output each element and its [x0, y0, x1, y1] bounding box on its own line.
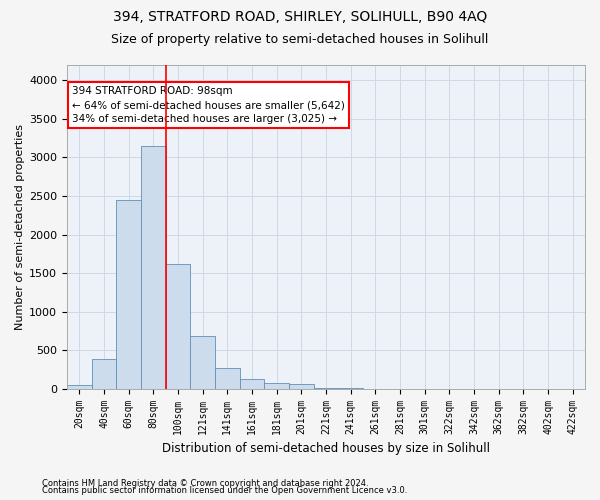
Bar — [141, 146, 166, 388]
Bar — [289, 384, 314, 388]
Bar — [190, 336, 215, 388]
Text: 394, STRATFORD ROAD, SHIRLEY, SOLIHULL, B90 4AQ: 394, STRATFORD ROAD, SHIRLEY, SOLIHULL, … — [113, 10, 487, 24]
Bar — [166, 264, 190, 388]
X-axis label: Distribution of semi-detached houses by size in Solihull: Distribution of semi-detached houses by … — [162, 442, 490, 455]
Y-axis label: Number of semi-detached properties: Number of semi-detached properties — [15, 124, 25, 330]
Bar — [116, 200, 141, 388]
Text: Size of property relative to semi-detached houses in Solihull: Size of property relative to semi-detach… — [112, 32, 488, 46]
Bar — [67, 385, 92, 388]
Bar — [239, 380, 265, 388]
Bar — [92, 360, 116, 388]
Bar — [215, 368, 239, 388]
Bar — [265, 384, 289, 388]
Text: Contains HM Land Registry data © Crown copyright and database right 2024.: Contains HM Land Registry data © Crown c… — [42, 478, 368, 488]
Text: Contains public sector information licensed under the Open Government Licence v3: Contains public sector information licen… — [42, 486, 407, 495]
Text: 394 STRATFORD ROAD: 98sqm
← 64% of semi-detached houses are smaller (5,642)
34% : 394 STRATFORD ROAD: 98sqm ← 64% of semi-… — [72, 86, 345, 124]
